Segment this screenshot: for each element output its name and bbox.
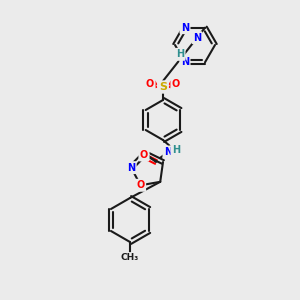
Text: N: N [164, 147, 172, 157]
Text: N: N [181, 57, 189, 67]
Text: CH₃: CH₃ [121, 254, 139, 262]
Text: N: N [127, 163, 135, 172]
Text: O: O [172, 79, 180, 89]
Text: N: N [193, 33, 201, 43]
Text: H: H [172, 145, 180, 155]
Text: N: N [181, 23, 189, 33]
Text: O: O [146, 79, 154, 89]
Text: S: S [159, 82, 167, 92]
Text: O: O [140, 150, 148, 160]
Text: H: H [176, 49, 184, 59]
Text: O: O [136, 180, 145, 190]
